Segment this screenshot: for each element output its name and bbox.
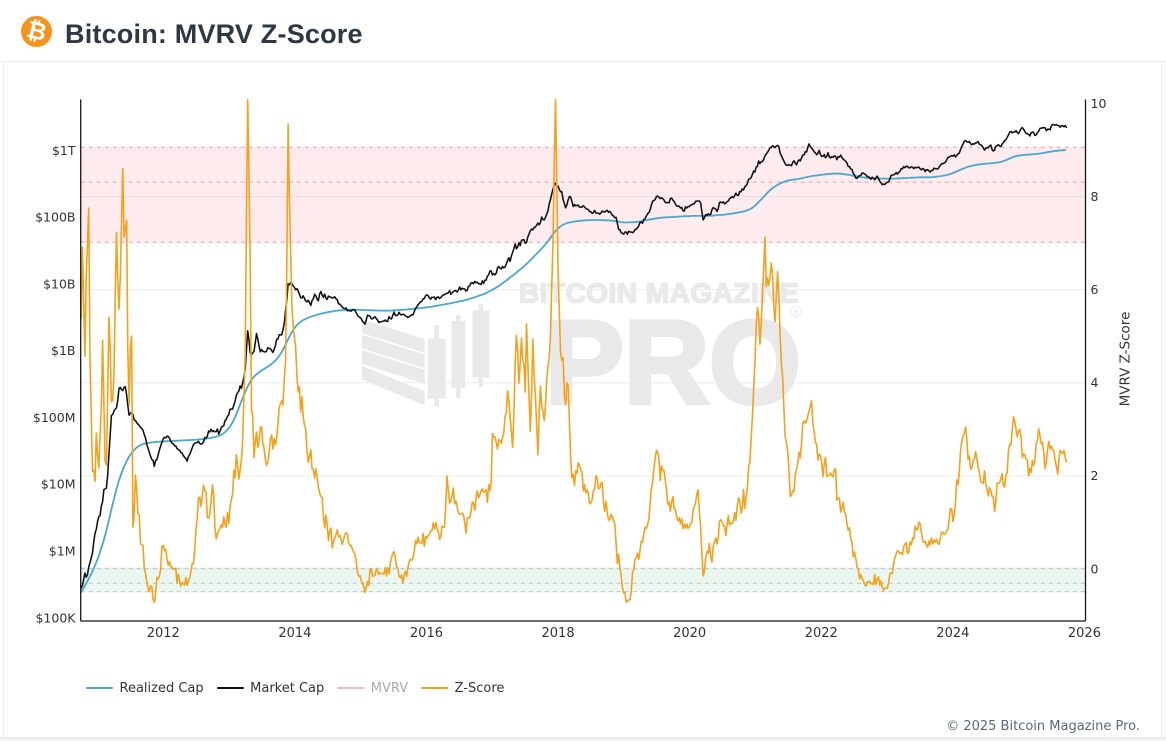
- card-right-border: [1161, 62, 1162, 737]
- watermark-logo-icon: [362, 303, 490, 407]
- x-tick-label: 2020: [673, 626, 706, 641]
- legend-swatch: [337, 686, 365, 690]
- y-tick-label-left: $10B: [43, 276, 75, 291]
- x-tick-label: 2018: [542, 626, 575, 641]
- legend-swatch: [421, 686, 449, 690]
- y-tick-label-right: 2: [1091, 468, 1099, 483]
- y-tick-label-left: $1B: [51, 343, 75, 358]
- series-z-score[interactable]: [80, 98, 1068, 604]
- y-tick-label-right: 6: [1091, 282, 1099, 297]
- x-tick-label: 2024: [936, 626, 969, 641]
- page-background-strip: [0, 738, 1166, 741]
- legend-item-realized-cap[interactable]: Realized Cap: [86, 681, 204, 696]
- y-tick-label-right: 4: [1091, 375, 1099, 390]
- bitcoin-symbol: ₿: [23, 15, 50, 47]
- band-fill: [80, 568, 1086, 592]
- y-tick-label-left: $100M: [33, 410, 76, 425]
- watermark-text-line1: BITCOIN MAGAZINE: [519, 278, 799, 309]
- watermark-text-line2: PRO: [545, 297, 801, 429]
- y-tick-label-left: $1T: [52, 143, 76, 158]
- y-tick-label-left: $100B: [35, 210, 75, 225]
- legend-label: Realized Cap: [119, 680, 204, 696]
- page-title: Bitcoin: MVRV Z-Score: [65, 19, 363, 49]
- overvalued-zone-band: [80, 146, 1086, 243]
- gridlines: [80, 196, 1086, 570]
- card-left-border: [3, 62, 4, 737]
- legend-item-z-score[interactable]: Z-Score: [421, 681, 504, 696]
- x-tick-label: 2022: [805, 626, 838, 641]
- y-axis-right-title: MVRV Z-Score: [1118, 312, 1134, 407]
- legend-item-mvrv[interactable]: MVRV: [337, 681, 408, 696]
- band-fill: [80, 147, 1086, 243]
- legend-item-market-cap[interactable]: Market Cap: [216, 680, 325, 696]
- x-axis-ticks: 2012 2014 2016 2018 2020 2022 2024 2026: [147, 626, 1101, 641]
- card-bottom-border: [0, 737, 1166, 738]
- legend-label: Market Cap: [250, 680, 325, 696]
- legend-label: MVRV: [370, 680, 409, 696]
- y-tick-label-right: 0: [1091, 561, 1099, 576]
- legend-swatch: [86, 686, 113, 690]
- series-realized-cap[interactable]: [80, 149, 1067, 593]
- copyright-note: © 2025 Bitcoin Magazine Pro.: [946, 719, 1140, 734]
- x-tick-label: 2016: [410, 626, 443, 641]
- watermark: BITCOIN MAGAZINE®PRO: [362, 277, 803, 431]
- legend-label: Z-Score: [454, 680, 505, 696]
- undervalued-zone-band: [80, 567, 1086, 593]
- legend-swatch: [216, 686, 244, 690]
- series-lines: [80, 98, 1068, 604]
- chart-header: ₿ Bitcoin: MVRV Z-Score: [0, 0, 1166, 62]
- bitcoin-icon: ₿: [21, 15, 52, 47]
- watermark-registered-mark: ®: [790, 304, 802, 321]
- y-tick-label-right: 10: [1091, 96, 1107, 111]
- y-tick-label-left: $100K: [35, 610, 76, 625]
- y-tick-label-left: $10M: [41, 477, 76, 492]
- axis-lines: [80, 99, 1087, 622]
- y-tick-label-right: 8: [1091, 189, 1099, 204]
- y-axis-right-ticks: 0 2 4 6 8 10: [1091, 96, 1107, 577]
- chart-legend: Realized Cap Market Cap MVRV Z-Score: [86, 679, 517, 697]
- x-tick-label: 2012: [147, 626, 180, 641]
- x-tick-label: 2014: [278, 626, 311, 641]
- y-axis-left-ticks: $100K $1M $10M $100M $1B $10B $100B $1T: [33, 143, 76, 625]
- x-tick-label: 2026: [1068, 626, 1101, 641]
- y-tick-label-left: $1M: [49, 544, 76, 559]
